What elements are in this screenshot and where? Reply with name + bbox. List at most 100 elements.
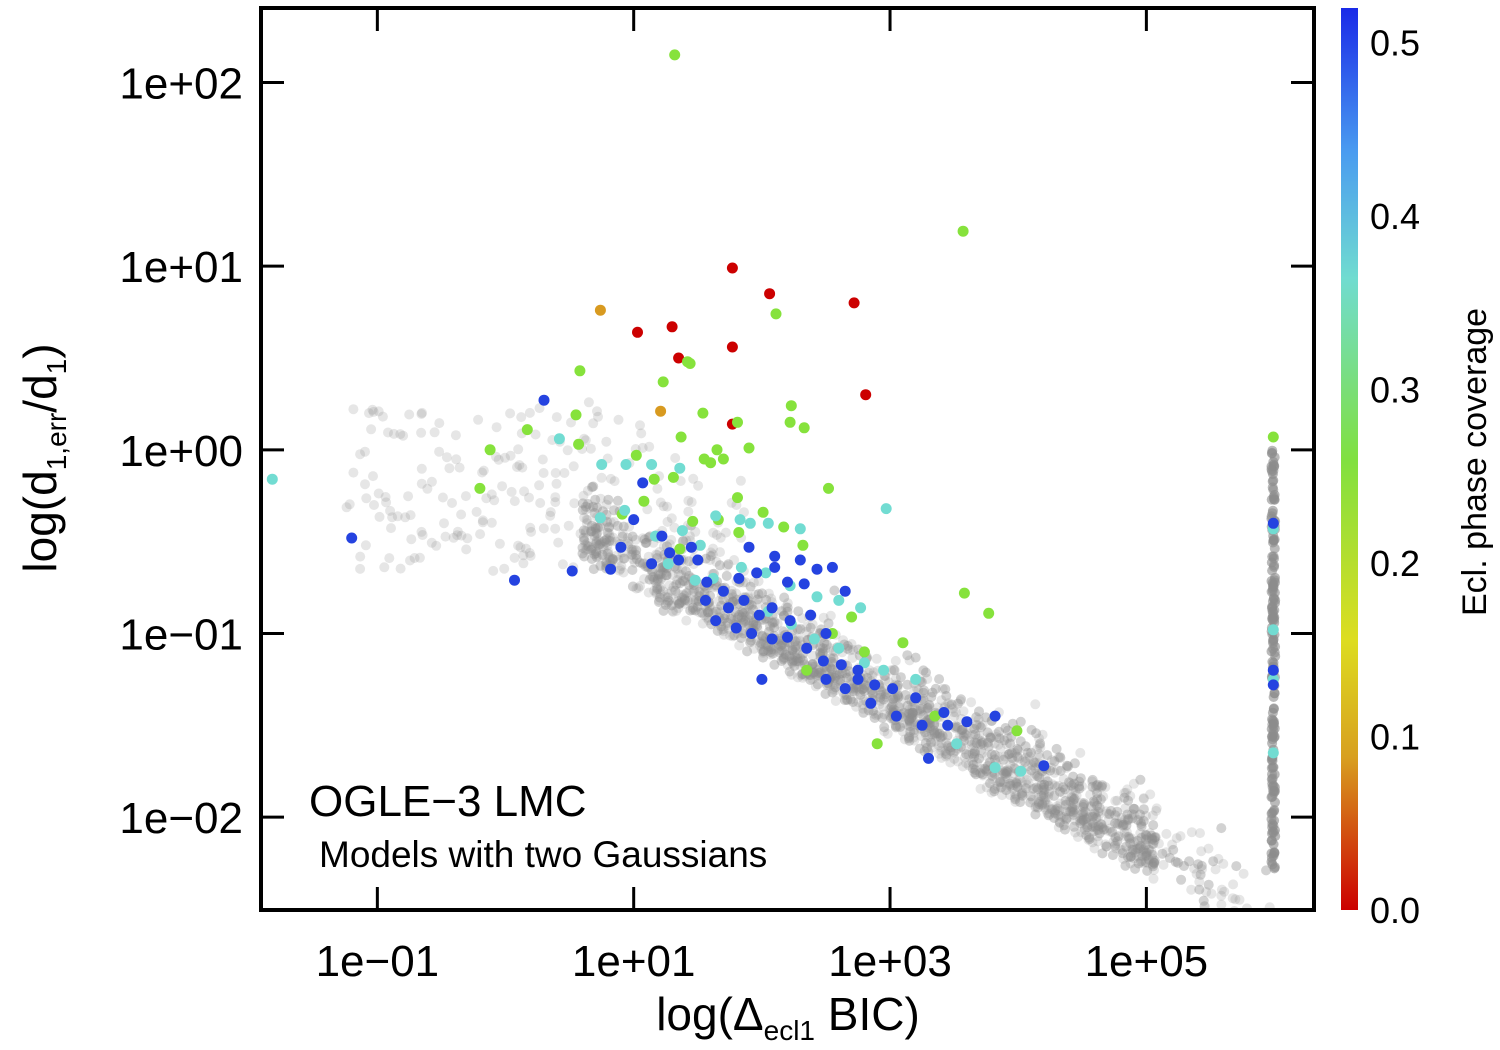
background-point bbox=[877, 712, 888, 723]
background-point bbox=[1268, 634, 1279, 645]
background-point bbox=[626, 550, 637, 560]
background-point bbox=[1002, 733, 1013, 743]
background-point bbox=[814, 668, 825, 679]
background-point bbox=[586, 544, 597, 555]
background-point bbox=[491, 451, 501, 462]
background-point bbox=[969, 723, 980, 734]
background-point bbox=[1193, 859, 1204, 870]
background-point bbox=[827, 664, 838, 675]
background-point bbox=[364, 408, 374, 419]
background-point bbox=[768, 644, 779, 655]
background-point bbox=[1135, 809, 1145, 820]
background-point bbox=[970, 765, 981, 775]
background-point bbox=[627, 550, 638, 561]
background-point bbox=[793, 606, 804, 617]
background-point bbox=[1099, 823, 1110, 834]
background-point bbox=[513, 540, 524, 551]
background-point bbox=[1145, 789, 1156, 800]
background-point bbox=[1003, 749, 1014, 760]
background-point bbox=[651, 549, 661, 560]
background-point bbox=[1130, 863, 1141, 874]
background-point bbox=[1069, 778, 1080, 789]
background-point bbox=[868, 689, 878, 700]
background-point bbox=[440, 531, 451, 542]
background-point bbox=[814, 668, 825, 679]
background-point bbox=[651, 589, 662, 599]
background-point bbox=[441, 452, 452, 463]
background-point bbox=[688, 602, 699, 613]
background-point bbox=[994, 726, 1004, 737]
background-point bbox=[644, 574, 655, 585]
background-point bbox=[616, 561, 627, 571]
background-point bbox=[969, 752, 980, 763]
background-point bbox=[1157, 848, 1168, 859]
background-point bbox=[791, 656, 802, 667]
background-point bbox=[893, 692, 904, 703]
background-point bbox=[627, 565, 638, 575]
background-point bbox=[879, 722, 890, 733]
background-point bbox=[1134, 842, 1145, 853]
background-point bbox=[636, 428, 647, 439]
background-point bbox=[950, 721, 961, 732]
background-point bbox=[867, 688, 877, 699]
background-point bbox=[937, 730, 948, 741]
background-point bbox=[873, 709, 884, 720]
background-point bbox=[674, 598, 685, 608]
background-point bbox=[1039, 779, 1050, 790]
background-point bbox=[1030, 771, 1041, 782]
background-point bbox=[683, 495, 694, 506]
background-point bbox=[981, 766, 992, 776]
background-point bbox=[685, 605, 696, 616]
background-point bbox=[989, 786, 1000, 797]
background-point bbox=[970, 729, 981, 740]
background-point bbox=[690, 596, 701, 607]
background-point bbox=[585, 443, 596, 454]
background-point bbox=[718, 624, 729, 635]
background-point bbox=[1098, 791, 1109, 802]
background-point bbox=[1034, 740, 1045, 750]
data-point bbox=[730, 622, 742, 634]
colorbar-tick-labels: 0.00.10.20.30.40.5 bbox=[1370, 23, 1420, 931]
data-point bbox=[669, 49, 681, 61]
background-point bbox=[355, 449, 366, 460]
background-point bbox=[591, 552, 602, 563]
background-point bbox=[1002, 773, 1013, 784]
data-point bbox=[833, 594, 845, 606]
background-point bbox=[1022, 747, 1033, 758]
background-point bbox=[966, 697, 977, 708]
background-point bbox=[969, 748, 980, 759]
background-point bbox=[1025, 797, 1036, 808]
background-point bbox=[662, 597, 673, 608]
background-point bbox=[677, 592, 688, 603]
background-point bbox=[618, 521, 629, 532]
background-point bbox=[1129, 803, 1140, 814]
background-point bbox=[957, 724, 968, 735]
background-point bbox=[1110, 818, 1121, 829]
background-point bbox=[990, 750, 1000, 761]
x-tick-label: 1e+05 bbox=[1085, 937, 1209, 986]
data-point bbox=[710, 615, 722, 627]
background-point bbox=[1053, 752, 1064, 763]
background-point bbox=[630, 534, 641, 545]
background-point bbox=[961, 758, 972, 769]
background-point bbox=[1138, 804, 1149, 815]
background-point bbox=[1110, 795, 1121, 806]
background-point bbox=[967, 748, 978, 759]
background-point bbox=[795, 624, 806, 635]
background-point bbox=[1089, 843, 1100, 854]
background-point bbox=[409, 553, 420, 563]
background-point bbox=[1004, 778, 1015, 789]
background-point bbox=[1084, 834, 1095, 845]
background-point bbox=[1054, 816, 1065, 827]
data-point bbox=[744, 517, 756, 529]
background-point bbox=[590, 523, 601, 534]
background-point bbox=[853, 683, 864, 694]
background-point bbox=[653, 569, 664, 580]
background-point bbox=[1117, 848, 1128, 859]
data-point bbox=[509, 574, 520, 586]
background-point bbox=[734, 609, 745, 620]
background-point bbox=[652, 584, 663, 595]
background-point bbox=[1016, 777, 1027, 788]
background-point bbox=[586, 526, 597, 537]
background-point bbox=[589, 530, 600, 541]
